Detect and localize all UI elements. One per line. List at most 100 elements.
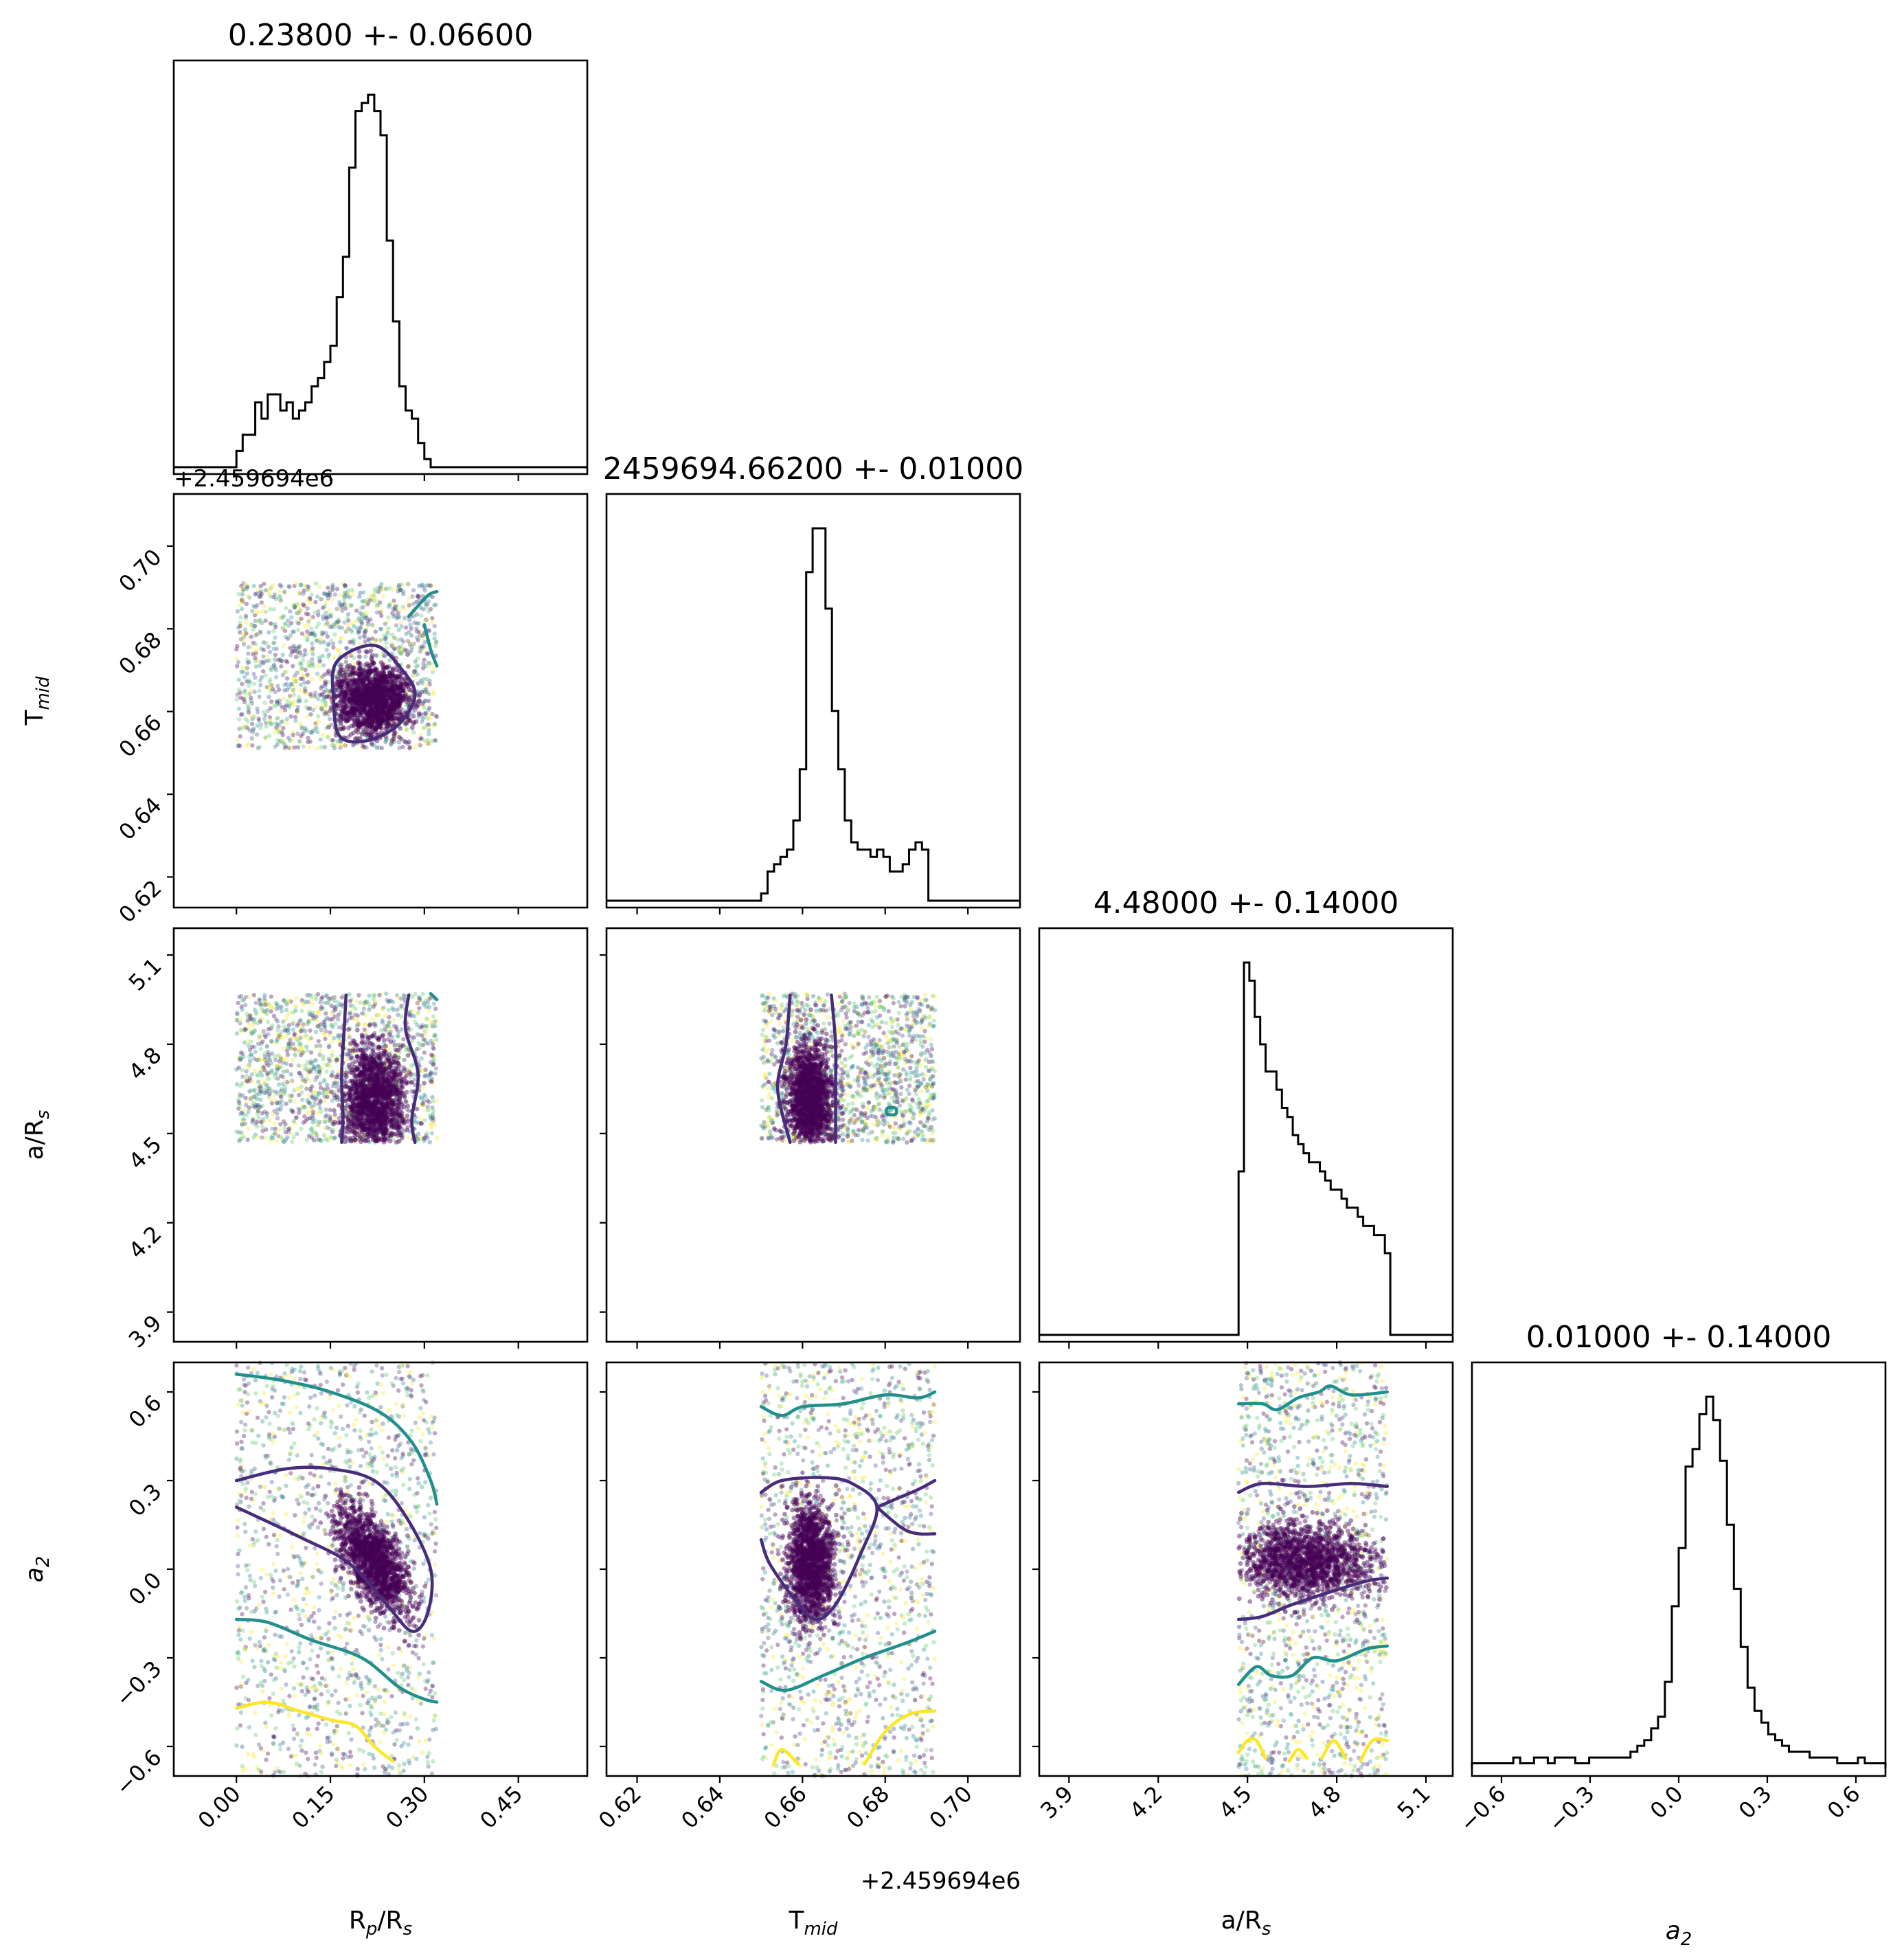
- scatter-point: [397, 685, 403, 690]
- scatter-point: [432, 636, 437, 641]
- scatter-point: [246, 594, 251, 598]
- scatter-point: [370, 684, 376, 689]
- scatter-point: [299, 583, 304, 587]
- scatter-point: [326, 614, 332, 619]
- scatter-point: [286, 745, 292, 751]
- scatter-point: [241, 997, 247, 1002]
- scatter-point: [238, 1130, 244, 1135]
- scatter-point: [234, 1082, 240, 1087]
- scatter-point: [418, 1116, 422, 1121]
- scatter-point: [383, 1013, 388, 1018]
- scatter-point: [318, 1098, 323, 1103]
- scatter-point: [301, 744, 306, 749]
- scatter-point: [302, 1035, 307, 1039]
- scatter-point: [350, 629, 354, 635]
- scatter-point: [429, 1125, 434, 1131]
- scatter-point: [257, 594, 262, 599]
- scatter-point: [422, 657, 427, 662]
- scatter-point: [374, 686, 378, 691]
- scatter-point: [296, 1106, 301, 1112]
- scatter-point: [343, 672, 348, 677]
- scatter-point: [308, 730, 313, 734]
- scatter-point: [306, 1110, 311, 1116]
- scatter-point: [234, 1031, 240, 1036]
- scatter-point: [290, 1035, 295, 1040]
- scatter-point: [252, 1007, 258, 1012]
- scatter-point: [263, 1035, 268, 1039]
- scatter-point: [319, 706, 324, 711]
- scatter-point: [298, 682, 304, 687]
- scatter-point: [308, 600, 313, 605]
- scatter-point: [249, 1053, 254, 1057]
- scatter-point: [282, 1028, 288, 1033]
- scatter-point: [283, 1122, 288, 1127]
- scatter-point: [398, 726, 403, 731]
- scatter-point: [338, 715, 343, 719]
- scatter-point: [385, 712, 390, 717]
- scatter-point: [354, 999, 359, 1004]
- scatter-point: [316, 613, 321, 618]
- scatter-point: [317, 1069, 322, 1075]
- scatter-point: [364, 999, 370, 1004]
- scatter-point: [273, 635, 277, 640]
- scatter-point: [281, 614, 286, 619]
- scatter-point: [356, 993, 361, 998]
- scatter-point: [306, 584, 311, 589]
- scatter-point: [273, 675, 279, 679]
- scatter-point: [336, 1000, 341, 1005]
- scatter-point: [306, 1067, 311, 1072]
- scatter-point: [335, 587, 339, 592]
- scatter-point: [354, 715, 359, 720]
- scatter-point: [345, 611, 351, 617]
- scatter-point: [396, 645, 401, 650]
- scatter-point: [320, 605, 326, 610]
- scatter-point: [423, 711, 428, 717]
- scatter-point: [403, 739, 407, 744]
- scatter-point: [422, 1094, 428, 1099]
- scatter-point: [430, 1094, 435, 1100]
- scatter-point: [405, 581, 409, 586]
- scatter-point: [422, 725, 427, 730]
- scatter-point: [250, 652, 256, 657]
- scatter-point: [281, 696, 286, 701]
- scatter-point: [295, 620, 299, 625]
- scatter-point: [400, 745, 405, 750]
- scatter-point: [295, 699, 300, 704]
- scatter-point: [284, 605, 288, 611]
- scatter-point: [273, 1017, 279, 1022]
- scatter-point: [332, 1005, 337, 1010]
- scatter-point: [373, 629, 378, 634]
- scatter-point: [254, 1092, 259, 1097]
- scatter-point: [240, 1075, 245, 1079]
- scatter-point: [309, 592, 314, 597]
- scatter-point: [278, 1122, 283, 1127]
- scatter-point: [314, 581, 319, 586]
- scatter-point: [426, 1009, 431, 1013]
- scatter-point: [354, 1024, 359, 1028]
- scatter-point: [351, 672, 356, 677]
- scatter-point: [304, 1044, 309, 1049]
- scatter-point: [306, 739, 310, 745]
- scatter-point: [368, 593, 373, 598]
- scatter-point: [255, 1124, 260, 1129]
- scatter-point: [256, 716, 261, 721]
- scatter-point: [275, 716, 280, 721]
- scatter-point: [250, 1044, 255, 1050]
- scatter-point: [302, 685, 308, 690]
- scatter-point: [290, 1139, 295, 1145]
- scatter-point: [396, 1029, 401, 1035]
- scatter-point: [249, 634, 253, 640]
- scatter-point: [415, 1022, 420, 1028]
- scatter-point: [310, 1112, 315, 1118]
- scatter-point: [402, 993, 407, 998]
- scatter-point: [286, 1127, 291, 1132]
- scatter-point: [364, 610, 369, 615]
- scatter-point: [392, 692, 397, 697]
- scatter-point: [280, 626, 285, 631]
- scatter-point: [249, 714, 253, 719]
- scatter-point: [386, 1007, 391, 1013]
- scatter-point: [297, 699, 302, 704]
- scatter-point: [333, 1022, 338, 1026]
- scatter-point: [261, 1065, 266, 1070]
- scatter-point: [278, 598, 284, 603]
